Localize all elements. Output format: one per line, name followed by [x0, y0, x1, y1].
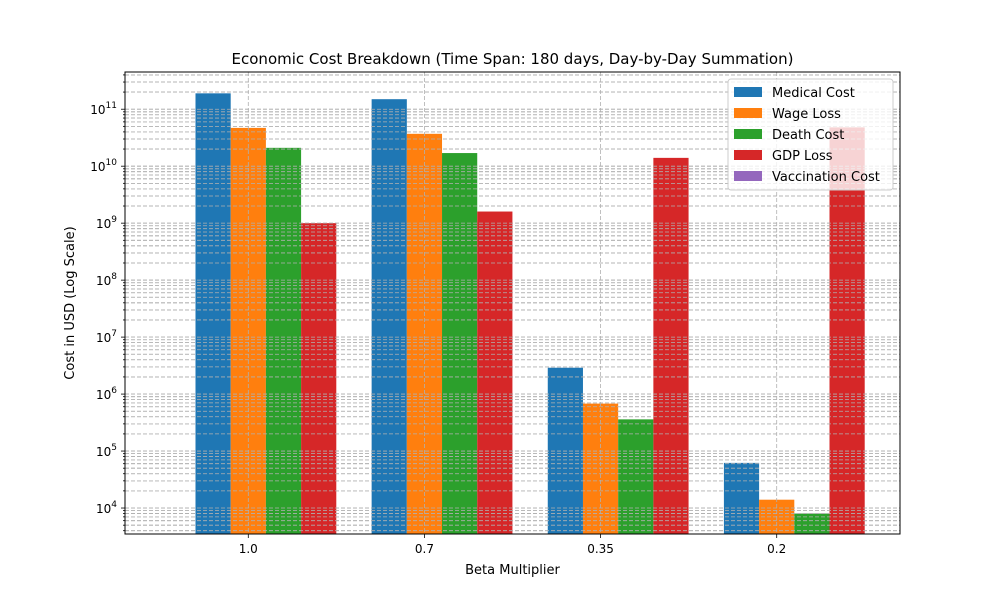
legend-swatch	[734, 87, 762, 97]
y-axis-ticks: 104 105 106 107 108 109 1010 1011	[90, 74, 125, 532]
x-tick-label: 0.2	[767, 542, 786, 556]
bar-medical-cost-1.0	[195, 93, 231, 535]
bar-medical-cost-0.7	[371, 99, 407, 534]
bar-death-cost-0.35	[618, 419, 654, 534]
legend-label: Vaccination Cost	[772, 170, 880, 185]
legend-label: GDP Loss	[772, 149, 833, 164]
y-tick-label: 108	[96, 272, 117, 288]
legend-swatch	[734, 108, 762, 118]
y-tick-label: 107	[96, 329, 117, 345]
x-axis-ticks: 1.0 0.7 0.35 0.2	[239, 534, 786, 556]
x-tick-label: 0.7	[415, 542, 434, 556]
legend-swatch	[734, 171, 762, 181]
y-tick-label: 109	[96, 215, 117, 231]
bar-medical-cost-0.2	[723, 462, 760, 534]
y-tick-label: 104	[96, 500, 117, 516]
chart-title: Economic Cost Breakdown (Time Span: 180 …	[232, 50, 794, 68]
y-tick-label: 105	[96, 443, 117, 459]
legend-box	[727, 78, 894, 191]
bars	[195, 93, 865, 535]
legend-label: Death Cost	[772, 128, 844, 143]
bar-death-cost-0.2	[794, 513, 830, 534]
y-axis-label: Cost in USD (Log Scale)	[63, 226, 78, 379]
bar-gdp-loss-0.7	[477, 211, 513, 534]
x-tick-label: 0.35	[587, 542, 614, 556]
legend-label: Wage Loss	[772, 107, 841, 122]
bar-death-cost-1.0	[265, 147, 302, 534]
legend-swatch	[734, 150, 762, 160]
x-tick-label: 1.0	[239, 542, 258, 556]
legend-label: Medical Cost	[772, 86, 855, 101]
y-tick-label: 106	[96, 386, 117, 402]
x-axis-label: Beta Multiplier	[465, 563, 560, 578]
legend: Medical Cost Wage Loss Death Cost GDP Loss V…	[727, 78, 894, 191]
legend-swatch	[734, 129, 762, 139]
bar-death-cost-0.7	[442, 153, 478, 534]
bar-gdp-loss-1.0	[301, 223, 337, 535]
y-tick-label: 1011	[90, 101, 117, 117]
y-tick-label: 1010	[90, 158, 117, 174]
bar-gdp-loss-0.2	[829, 127, 865, 534]
